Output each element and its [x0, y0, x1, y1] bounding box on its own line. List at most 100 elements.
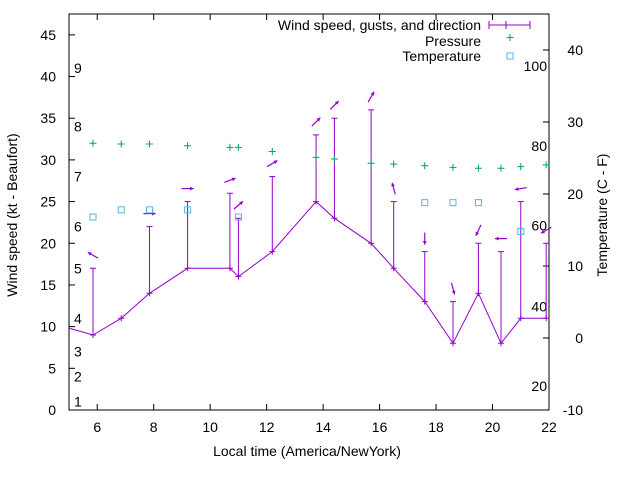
pressure-point [517, 163, 525, 171]
wind-direction-arrowhead [239, 201, 244, 206]
temperature-point [421, 199, 429, 207]
pressure-point [117, 140, 125, 148]
y2-tick-label: 40 [567, 42, 583, 58]
pressure-point [497, 164, 505, 172]
y2-tick-label: 30 [567, 114, 583, 130]
x-tick-label: 16 [372, 419, 388, 435]
y-tick-label: 15 [40, 277, 56, 293]
y-tick-label: 40 [40, 69, 56, 85]
x-tick-label: 8 [150, 419, 158, 435]
beaufort-label: 9 [74, 60, 82, 76]
legend-label: Temperature [402, 48, 481, 64]
temperature-point [145, 206, 153, 214]
pressure-point [226, 143, 234, 151]
beaufort-label: 7 [74, 169, 82, 185]
x-tick-label: 14 [315, 419, 331, 435]
y-tick-label: 5 [48, 360, 56, 376]
wind-direction-arrowhead [451, 290, 456, 295]
y2-tick-label: 20 [567, 186, 583, 202]
wind-direction-arrowhead [87, 252, 92, 256]
wind-direction-arrowhead [190, 186, 194, 191]
beaufort-label: 4 [74, 310, 82, 326]
beaufort-label: 8 [74, 119, 82, 135]
temperature-series [89, 199, 525, 235]
pressure-point [390, 160, 398, 168]
fahrenheit-label: 20 [531, 378, 547, 394]
wind-direction-arrowhead [475, 231, 480, 236]
y-tick-label: 30 [40, 152, 56, 168]
pressure-point [145, 140, 153, 148]
plot-frame [68, 13, 550, 411]
wind-direction-arrowhead [370, 91, 375, 96]
wind-direction-arrowhead [334, 100, 339, 105]
x-axis-title: Local time (America/NewYork) [213, 443, 401, 459]
x-axis-ticks: 6 8 10 12 14 16 18 20 22 [93, 14, 557, 435]
fahrenheit-label: 100 [524, 58, 548, 74]
temperature-point [89, 213, 97, 221]
y-tick-label: 35 [40, 110, 56, 126]
wind-direction-arrowhead [391, 182, 395, 187]
pressure-point [542, 161, 550, 169]
legend-temperature-swatch [506, 52, 514, 60]
wind-point [118, 315, 125, 322]
temperature-point [449, 199, 457, 207]
y2-axis-title: Temperature (C - F) [594, 154, 610, 277]
beaufort-label: 2 [74, 369, 82, 385]
plot-border [68, 13, 550, 411]
wind-direction-arrowhead [495, 236, 499, 241]
x-tick-label: 12 [259, 419, 275, 435]
x-tick-label: 6 [93, 419, 101, 435]
wind-direction-arrowhead [422, 241, 427, 245]
y-tick-label: 10 [40, 319, 56, 335]
temperature-point [234, 213, 242, 221]
temperature-point [184, 206, 192, 214]
wind-direction-arrowhead [231, 177, 236, 182]
wind-direction-arrowhead [273, 160, 278, 164]
pressure-point [421, 162, 429, 170]
y2-tick-label: -10 [563, 402, 583, 418]
temperature-point [517, 227, 525, 235]
temperature-point [474, 199, 482, 207]
pressure-point [474, 164, 482, 172]
wind-direction-arrowhead [540, 229, 545, 234]
pressure-point [234, 143, 242, 151]
pressure-point [449, 163, 457, 171]
pressure-point [312, 153, 320, 161]
beaufort-label: 1 [74, 394, 82, 410]
wind-series [69, 91, 552, 347]
pressure-point [268, 148, 276, 156]
pressure-series [89, 139, 550, 172]
fahrenheit-labels: 20 40 60 80 100 [524, 58, 548, 394]
legend-pressure-swatch [506, 34, 514, 41]
beaufort-label: 5 [74, 260, 82, 276]
legend: Wind speed, gusts, and directionPressure… [278, 17, 531, 64]
x-tick-label: 20 [485, 419, 501, 435]
y-tick-label: 45 [40, 27, 56, 43]
pressure-point [184, 142, 192, 150]
pressure-point [367, 159, 375, 167]
beaufort-labels: 1 2 3 4 5 6 7 8 9 [74, 60, 82, 409]
pressure-point [89, 139, 97, 147]
pressure-point [330, 155, 338, 163]
wind-direction-arrowhead [514, 187, 519, 191]
y2-axis-ticks: -10 0 10 20 30 40 [543, 42, 583, 418]
y-tick-label: 25 [40, 194, 56, 210]
y-axis-title: Wind speed (kt - Beaufort) [4, 133, 20, 296]
y2-tick-label: 10 [567, 258, 583, 274]
wind-direction-arrowhead [316, 117, 321, 122]
fahrenheit-label: 40 [531, 298, 547, 314]
y-axis-ticks: 0 5 10 15 20 25 30 35 40 45 [40, 27, 75, 418]
x-tick-label: 18 [428, 419, 444, 435]
fahrenheit-label: 60 [531, 218, 547, 234]
y2-tick-label: 0 [575, 330, 583, 346]
temperature-point [117, 206, 125, 214]
beaufort-label: 3 [74, 344, 82, 360]
y-tick-label: 20 [40, 235, 56, 251]
legend-label: Wind speed, gusts, and direction [278, 17, 481, 33]
legend-label: Pressure [425, 33, 481, 49]
fahrenheit-label: 80 [531, 138, 547, 154]
x-tick-label: 10 [202, 419, 218, 435]
y-tick-label: 0 [48, 402, 56, 418]
x-tick-label: 22 [541, 419, 557, 435]
